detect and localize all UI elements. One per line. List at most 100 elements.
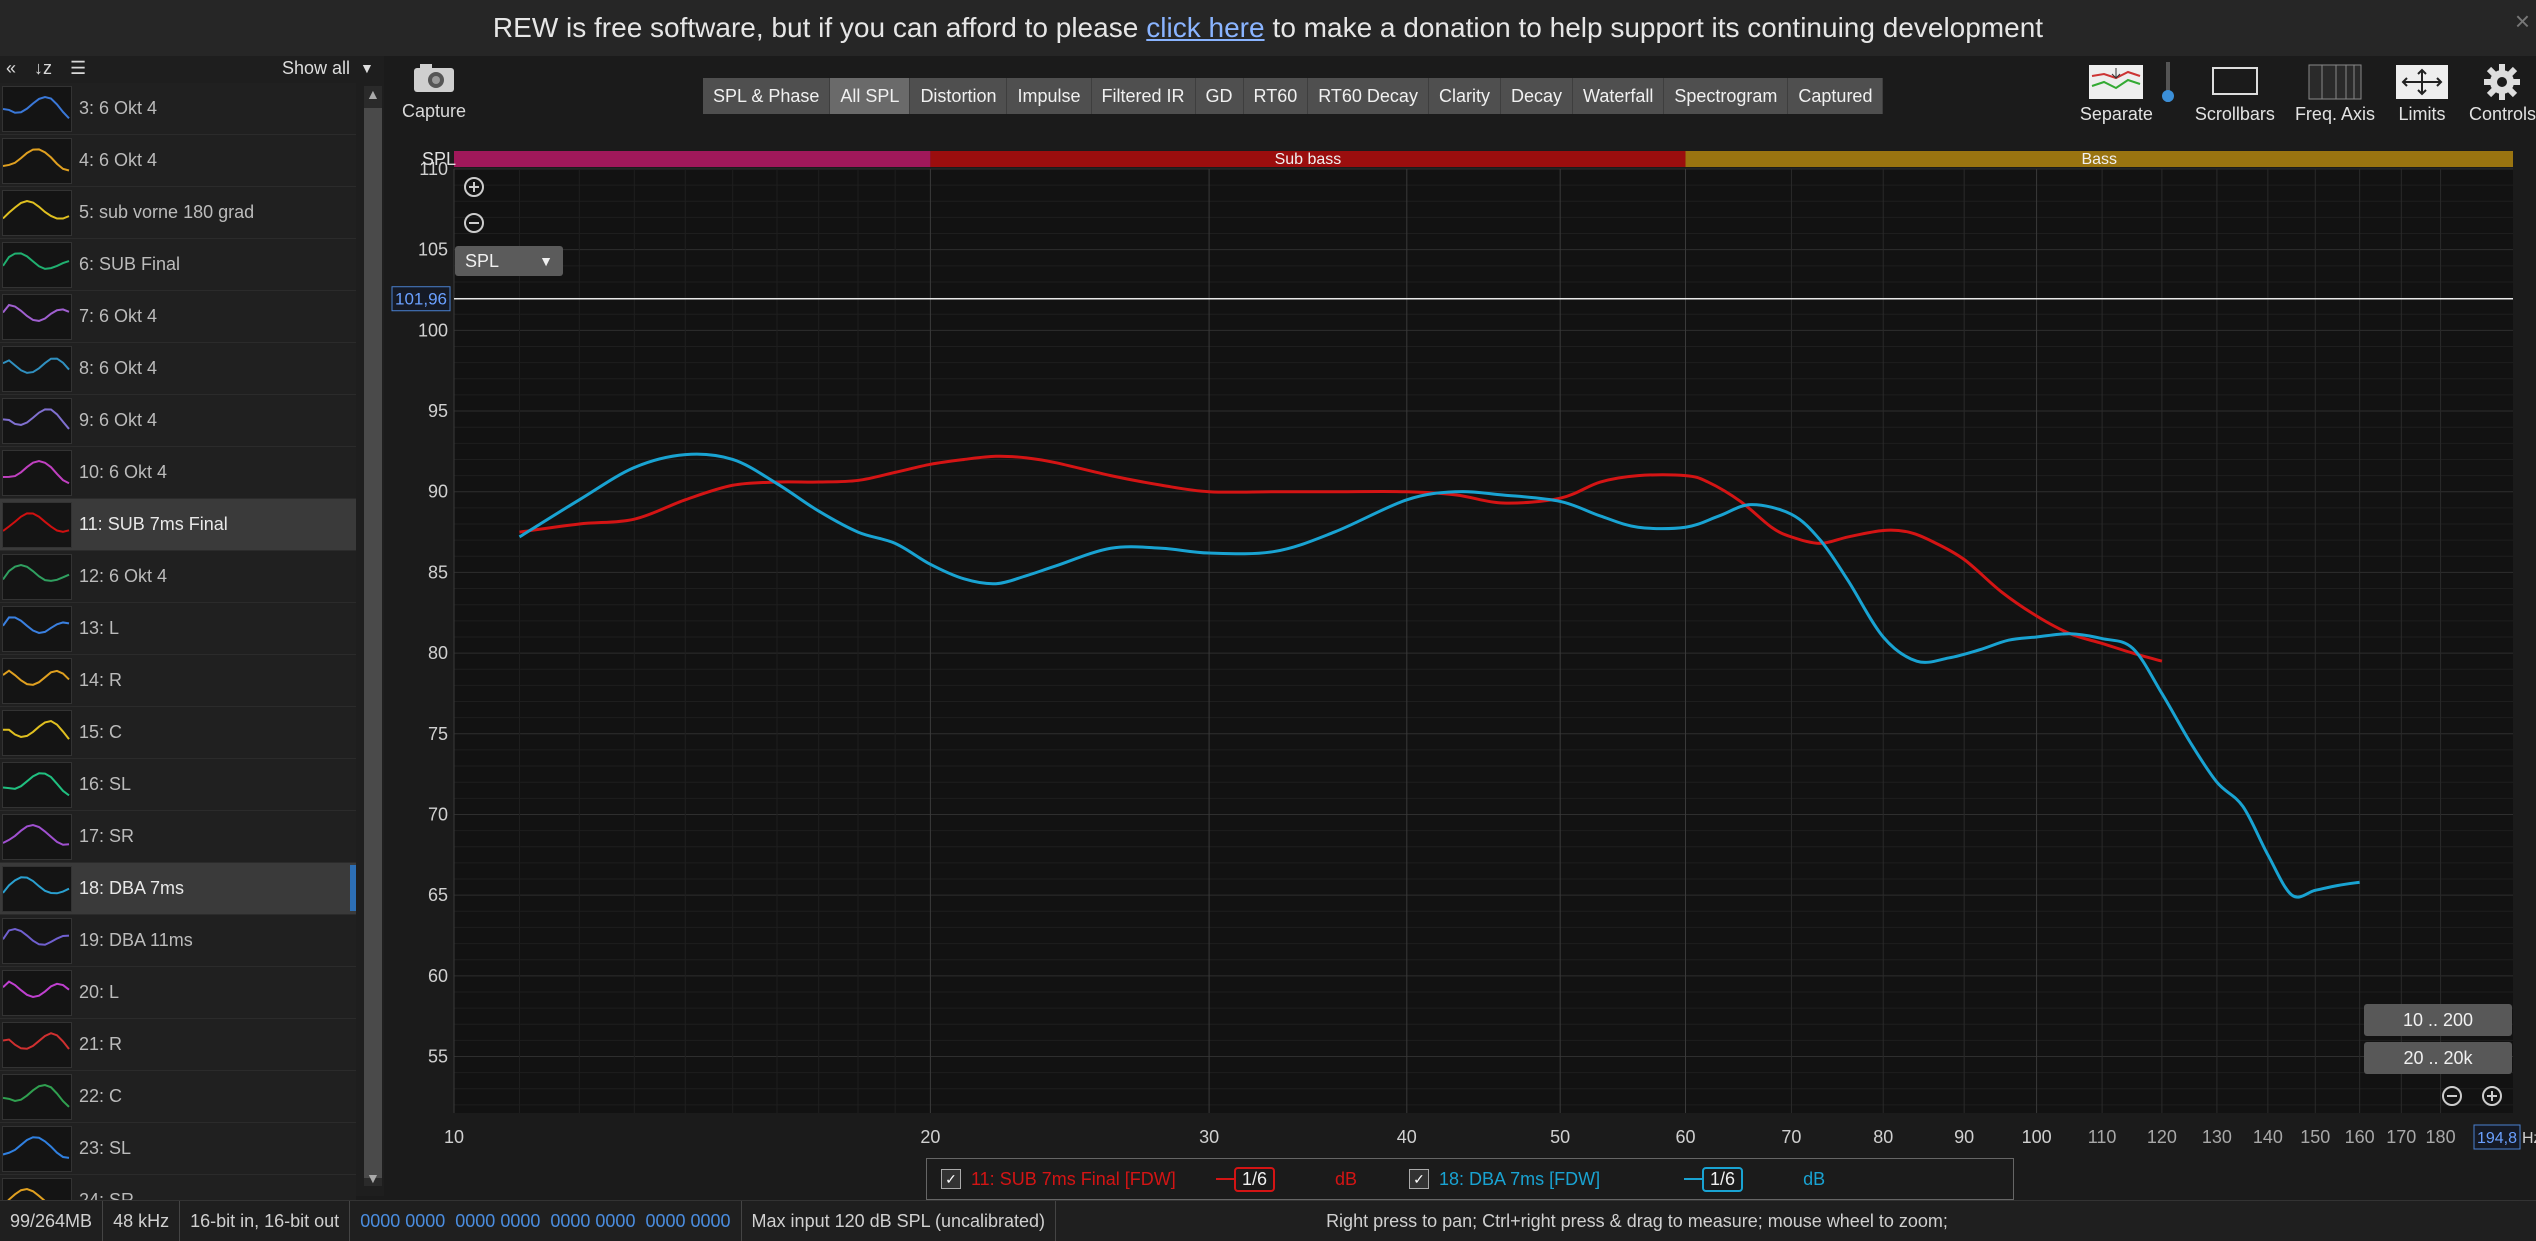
smoothing-button[interactable]: 1/6 bbox=[1702, 1166, 1744, 1192]
list-item[interactable]: 11: SUB 7ms Final bbox=[0, 499, 356, 551]
y-tick-label: 105 bbox=[418, 240, 448, 260]
tab-captured[interactable]: Captured bbox=[1788, 78, 1884, 114]
tab-spl-phase[interactable]: SPL & Phase bbox=[703, 78, 831, 114]
zoom-in-icon[interactable] bbox=[464, 177, 484, 197]
menu-icon[interactable]: ☰ bbox=[70, 57, 87, 78]
list-item[interactable]: 4: 6 Okt 4 bbox=[0, 135, 356, 187]
y-tick-label: 70 bbox=[428, 804, 448, 824]
scrollbars-icon bbox=[2211, 67, 2258, 95]
frequency-band bbox=[454, 151, 931, 167]
list-item[interactable]: 21: R bbox=[0, 1019, 356, 1071]
list-item-label: 7: 6 Okt 4 bbox=[79, 306, 158, 326]
list-item[interactable]: 23: SL bbox=[0, 1123, 356, 1175]
series-checkbox[interactable]: ✓ bbox=[941, 1169, 961, 1189]
list-item[interactable]: 8: 6 Okt 4 bbox=[0, 343, 356, 395]
input-levels: 0000 0000 0000 0000 0000 0000 0000 0000 bbox=[350, 1201, 742, 1241]
graph-legend: ✓ 11: SUB 7ms Final [FDW] 1/6 dB ✓ 18: DBA 7m… bbox=[926, 1158, 2014, 1200]
tab-impulse[interactable]: Impulse bbox=[1007, 78, 1092, 114]
series-line bbox=[518, 452, 2360, 899]
zoom-out-icon[interactable] bbox=[464, 213, 484, 233]
list-item[interactable]: 16: SL bbox=[0, 759, 356, 811]
sort-icon[interactable]: ↓z bbox=[34, 57, 53, 78]
list-item[interactable]: 3: 6 Okt 4 bbox=[0, 83, 356, 135]
y-axis-label: SPL bbox=[422, 149, 456, 169]
x-tick-label: 50 bbox=[1550, 1127, 1570, 1147]
list-item[interactable]: 12: 6 Okt 4 bbox=[0, 551, 356, 603]
close-icon[interactable]: × bbox=[2514, 6, 2530, 36]
list-item-label: 4: 6 Okt 4 bbox=[79, 150, 158, 170]
y-tick-label: 85 bbox=[428, 562, 448, 582]
tab-clarity[interactable]: Clarity bbox=[1428, 78, 1501, 114]
spl-graph[interactable]: 55 60 65 70 75 80 85 90 95 100 105 110 10 20 30 40 50 60 7… bbox=[384, 135, 2536, 1155]
x-tick-label: 130 bbox=[2202, 1127, 2232, 1147]
measurement-thumbnail bbox=[2, 189, 72, 236]
cursor-value: 101,96 bbox=[395, 290, 447, 309]
donation-link[interactable]: click here bbox=[1146, 12, 1265, 43]
list-item[interactable]: 20: L bbox=[0, 967, 356, 1019]
spl-type-select[interactable]: SPL ▼ bbox=[455, 246, 563, 276]
measurement-thumbnail bbox=[2, 917, 72, 964]
tab-spectrogram[interactable]: Spectrogram bbox=[1664, 78, 1789, 114]
measurement-thumbnail bbox=[2, 813, 72, 860]
controls-button[interactable]: Controls bbox=[2469, 60, 2536, 125]
list-item[interactable]: 9: 6 Okt 4 bbox=[0, 395, 356, 447]
tab-all-spl[interactable]: All SPL bbox=[830, 78, 911, 114]
collapse-icon[interactable]: « bbox=[6, 57, 17, 78]
list-item[interactable]: 7: 6 Okt 4 bbox=[0, 291, 356, 343]
spl-chart[interactable]: 55 60 65 70 75 80 85 90 95 100 105 110 10 20 30 40 50 60 7… bbox=[384, 135, 2536, 1155]
x-tick-label: 30 bbox=[1199, 1127, 1219, 1147]
list-item[interactable]: 19: DBA 11ms bbox=[0, 915, 356, 967]
sidebar-scrollbar[interactable]: ▲ ▼ bbox=[364, 86, 382, 1186]
cursor-value-box bbox=[391, 286, 451, 312]
freq-axis-button[interactable]: Freq. Axis bbox=[2295, 60, 2375, 125]
list-item[interactable]: 5: sub vorne 180 grad bbox=[0, 187, 356, 239]
zoom-out-icon[interactable] bbox=[2442, 1086, 2462, 1106]
y-tick-label: 55 bbox=[428, 1047, 448, 1067]
list-item[interactable]: 10: 6 Okt 4 bbox=[0, 447, 356, 499]
tab-waterfall[interactable]: Waterfall bbox=[1573, 78, 1665, 114]
scroll-down-icon[interactable]: ▼ bbox=[366, 1170, 380, 1186]
x-tick-label: 150 bbox=[2300, 1127, 2330, 1147]
tab-distortion[interactable]: Distortion bbox=[910, 78, 1008, 114]
list-item[interactable]: 13: L bbox=[0, 603, 356, 655]
scroll-up-icon[interactable]: ▲ bbox=[366, 86, 380, 102]
list-item[interactable]: 18: DBA 7ms bbox=[0, 863, 356, 915]
series-checkbox[interactable]: ✓ bbox=[1409, 1169, 1430, 1189]
zoom-10-200-button[interactable]: 10 .. 200 bbox=[2364, 1004, 2512, 1036]
x-tick-label: 80 bbox=[1873, 1127, 1893, 1147]
x-tick-label: 170 bbox=[2386, 1127, 2416, 1147]
limits-icon bbox=[2395, 65, 2448, 99]
zoom-20-20k-button[interactable]: 20 .. 20k bbox=[2364, 1042, 2512, 1074]
scrollbars-button[interactable]: Scrollbars bbox=[2195, 60, 2275, 125]
tab-rt60-decay[interactable]: RT60 Decay bbox=[1308, 78, 1429, 114]
scroll-thumb[interactable] bbox=[364, 108, 382, 1178]
series-line-swatch bbox=[1684, 1178, 1703, 1180]
controls-label: Controls bbox=[2468, 104, 2536, 124]
separate-slider[interactable] bbox=[2161, 60, 2175, 125]
list-item[interactable]: 17: SR bbox=[0, 811, 356, 863]
y-tick-label: 90 bbox=[428, 482, 448, 502]
list-item[interactable]: 14: R bbox=[0, 655, 356, 707]
capture-button[interactable]: Capture bbox=[396, 60, 472, 122]
separate-button[interactable]: Separate bbox=[2080, 60, 2153, 125]
limits-button[interactable]: Limits bbox=[2395, 60, 2449, 125]
list-item[interactable]: 22: C bbox=[0, 1071, 356, 1123]
measurement-thumbnail bbox=[2, 1021, 72, 1068]
series-name: 11: SUB 7ms Final [FDW] bbox=[971, 1168, 1176, 1189]
max-input: Max input 120 dB SPL (uncalibrated) bbox=[742, 1201, 1057, 1241]
tab-gd[interactable]: GD bbox=[1195, 78, 1244, 114]
x-tick-label: 140 bbox=[2253, 1127, 2283, 1147]
gear-icon bbox=[2484, 64, 2521, 100]
list-item[interactable]: 6: SUB Final bbox=[0, 239, 356, 291]
selection-marker bbox=[350, 865, 356, 911]
show-all-dropdown[interactable]: Show all ▼ bbox=[282, 56, 374, 80]
tab-rt60[interactable]: RT60 bbox=[1243, 78, 1309, 114]
zoom-in-icon[interactable] bbox=[2482, 1086, 2502, 1106]
tab-decay[interactable]: Decay bbox=[1500, 78, 1573, 114]
tab-filtered-ir[interactable]: Filtered IR bbox=[1091, 78, 1196, 114]
smoothing-button[interactable]: 1/6 bbox=[1234, 1166, 1276, 1192]
frequency-band bbox=[930, 151, 1686, 167]
list-item[interactable]: 15: C bbox=[0, 707, 356, 759]
measurement-thumbnail bbox=[2, 345, 72, 392]
memory-usage: 99/264MB bbox=[0, 1201, 104, 1241]
